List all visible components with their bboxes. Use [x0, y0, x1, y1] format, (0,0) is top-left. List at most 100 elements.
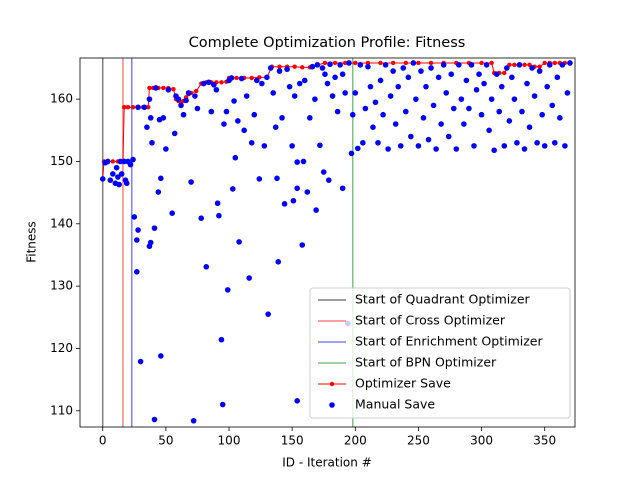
manual-point	[232, 154, 239, 161]
save-point	[537, 64, 542, 69]
manual-point	[402, 108, 409, 115]
manual-point	[208, 108, 215, 115]
manual-point	[481, 80, 487, 87]
manual-point	[514, 139, 520, 146]
manual-point	[149, 139, 155, 146]
manual-point	[183, 97, 189, 104]
save-point	[292, 64, 297, 69]
manual-point	[362, 105, 369, 112]
manual-point	[219, 401, 226, 408]
x-tick-label: 150	[281, 434, 304, 448]
manual-point	[549, 102, 556, 109]
manual-point	[425, 136, 432, 143]
manual-point	[224, 287, 231, 293]
manual-point	[259, 80, 265, 87]
manual-point	[267, 65, 274, 71]
manual-point	[211, 82, 217, 88]
manual-point	[236, 239, 242, 245]
save-point	[125, 105, 131, 110]
manual-point	[483, 62, 490, 68]
manual-point	[99, 176, 106, 182]
legend-label: Optimizer Save	[355, 376, 451, 391]
manual-point	[169, 210, 175, 217]
legend-label: Start of Cross Optimizer	[355, 313, 506, 328]
manual-point	[440, 62, 447, 68]
manual-point	[198, 215, 205, 221]
manual-point	[300, 158, 307, 165]
manual-point	[276, 68, 283, 74]
manual-point	[413, 96, 419, 102]
manual-point	[200, 80, 207, 87]
x-axis-label: ID - Iteration #	[282, 456, 372, 470]
y-tick-label: 130	[50, 279, 73, 293]
manual-point	[248, 139, 255, 146]
manual-point	[320, 169, 327, 175]
manual-point	[506, 118, 513, 124]
manual-point	[498, 83, 505, 90]
manual-point	[496, 108, 503, 115]
legend-label: Start of Quadrant Optimizer	[355, 292, 531, 307]
manual-point	[294, 185, 300, 192]
manual-point	[135, 227, 141, 233]
save-point	[378, 60, 383, 66]
manual-point	[313, 207, 319, 213]
manual-point	[221, 121, 227, 127]
manual-point	[317, 142, 323, 149]
manual-point	[203, 264, 210, 270]
manual-point	[296, 80, 303, 87]
manual-point	[185, 90, 192, 96]
save-point	[332, 60, 338, 66]
manual-point	[420, 115, 427, 121]
manual-point	[134, 237, 140, 243]
manual-point	[272, 124, 279, 130]
manual-point	[309, 63, 316, 70]
manual-point	[519, 108, 525, 115]
manual-point	[104, 158, 111, 165]
manual-point	[445, 133, 452, 140]
x-tick-label: 200	[344, 434, 367, 448]
manual-point	[531, 93, 538, 99]
manual-point	[478, 111, 485, 118]
manual-point	[471, 143, 477, 149]
manual-point	[241, 127, 247, 134]
save-point	[234, 75, 239, 81]
y-axis-label: Fitness	[25, 221, 39, 263]
manual-point	[352, 90, 359, 96]
save-point	[552, 60, 557, 66]
manual-point	[372, 99, 379, 106]
manual-point	[264, 74, 270, 81]
manual-point	[564, 90, 571, 96]
save-point	[512, 62, 517, 68]
manual-point	[147, 239, 154, 246]
manual-point	[206, 79, 212, 86]
chart-title: Complete Optimization Profile: Fitness	[189, 35, 466, 51]
legend: Start of Quadrant Optimizer Start of Cros…	[309, 287, 571, 419]
manual-point	[443, 90, 449, 96]
manual-point	[322, 71, 328, 78]
manual-point	[130, 156, 136, 163]
manual-point	[488, 96, 495, 102]
manual-point	[123, 180, 130, 187]
manual-point	[314, 62, 321, 68]
manual-point	[456, 62, 462, 68]
save-point	[502, 70, 507, 76]
save-point	[300, 65, 305, 70]
manual-point	[137, 358, 144, 365]
y-tick-label: 150	[50, 154, 73, 168]
save-point	[161, 85, 166, 91]
save-point	[428, 60, 434, 66]
manual-point	[281, 201, 288, 207]
manual-point	[324, 80, 331, 87]
save-point	[353, 60, 358, 66]
manual-point	[171, 130, 178, 137]
manual-point	[544, 83, 551, 90]
manual-point	[294, 398, 300, 404]
save-point	[193, 88, 199, 94]
manual-point	[521, 146, 528, 152]
x-tick-label: 0	[99, 434, 107, 448]
manual-point	[194, 105, 201, 112]
x-tick-label: 50	[158, 434, 173, 448]
manual-point	[116, 181, 122, 188]
save-point	[522, 62, 527, 68]
save-point	[390, 60, 396, 66]
